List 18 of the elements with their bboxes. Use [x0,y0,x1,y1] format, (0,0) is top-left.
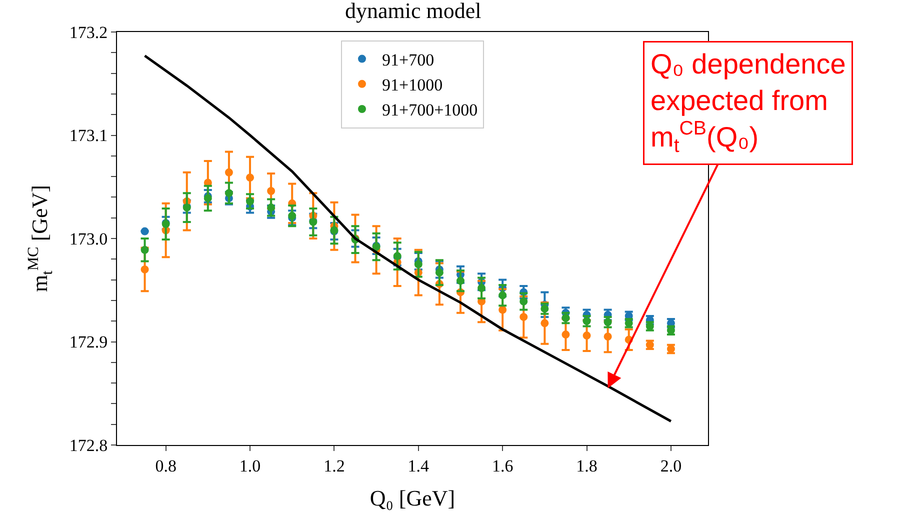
legend-label: 91+700+1000 [382,100,478,120]
y-tick-label: 173.1 [69,126,108,146]
x-tick-label: 2.0 [660,456,682,476]
x-tick-label: 1.0 [239,456,261,476]
annotation: Q₀ dependence expected from m$_{t}$$^{CB}$(Q₀) [650,48,846,158]
x-tick-label: 1.2 [324,456,345,476]
legend-label: 91+700 [382,50,434,70]
y-tick-label: 172.9 [69,332,108,352]
x-tick-label: 1.8 [576,456,598,476]
x-tick-label: 1.4 [408,456,430,476]
y-tick-label: 172.8 [69,436,108,455]
chart-title: dynamic model [344,0,482,23]
legend-label: 91+1000 [382,76,443,95]
x-axis-title: Q₀ [GeV] [370,485,456,510]
x-tick-label: 0.8 [155,456,176,476]
x-tick-label: 1.6 [492,456,514,476]
y-tick-label: 173.0 [69,229,108,248]
y-tick-label: 173.2 [69,22,108,42]
